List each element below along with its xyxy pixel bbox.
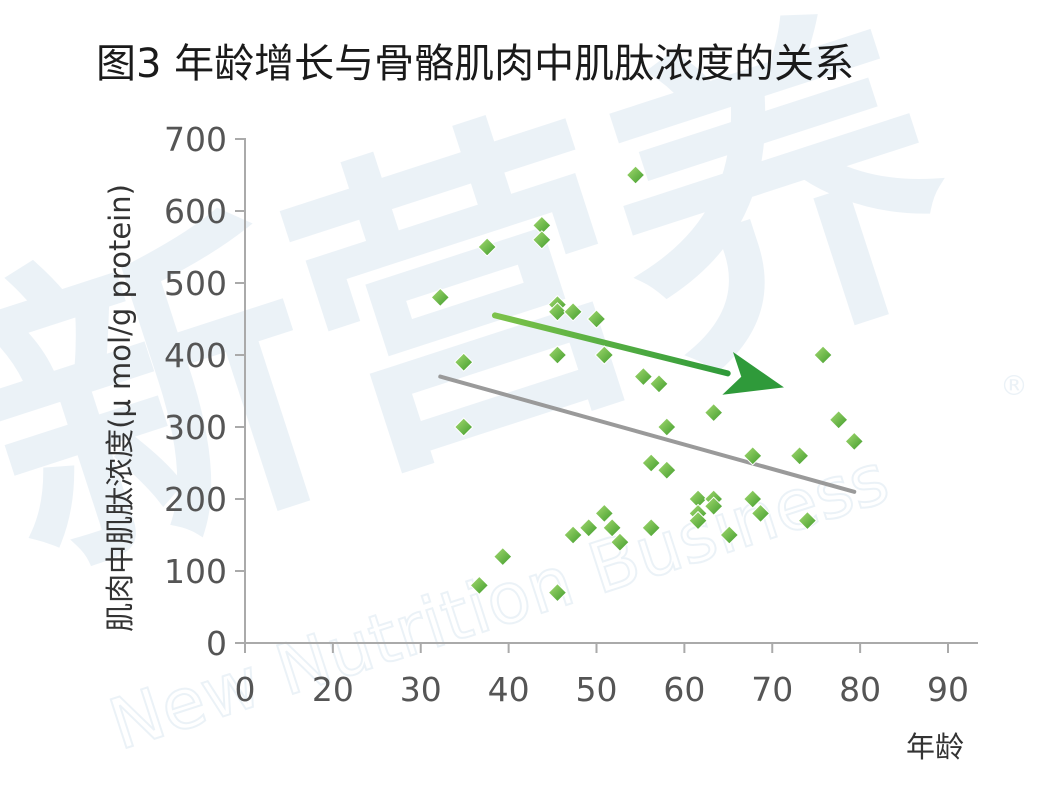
watermark: 新营养 New Nutrition Business ® [0, 0, 1028, 767]
data-point [594, 345, 615, 365]
x-ticks: 0 20 30 40 50 60 70 80 90 [235, 643, 969, 709]
data-points [430, 165, 864, 603]
x-tick-label: 30 [400, 670, 442, 709]
y-tick-label: 700 [164, 120, 227, 159]
trend-arrow [491, 312, 784, 395]
data-point [493, 546, 513, 567]
data-point [743, 489, 763, 509]
data-point [454, 417, 474, 437]
data-point [828, 410, 849, 430]
data-point [750, 503, 771, 524]
y-tick-label: 100 [164, 552, 227, 591]
data-point [625, 165, 646, 185]
data-point [657, 417, 677, 437]
y-tick-label: 300 [164, 408, 227, 447]
data-point [547, 582, 568, 603]
y-axis-label: 肌肉中肌肽浓度(μ mol/g protein) [103, 184, 137, 632]
y-tick-label: 0 [206, 624, 227, 663]
data-point [469, 575, 490, 596]
data-point [703, 402, 724, 423]
data-point [743, 446, 763, 466]
x-tick-label: 70 [751, 670, 793, 709]
trend-line [438, 374, 857, 494]
data-point [688, 510, 708, 531]
data-point [563, 302, 583, 322]
data-point [532, 230, 552, 250]
data-point [844, 431, 864, 452]
y-ticks: 0 100 200 300 400 500 600 700 [164, 120, 245, 663]
data-point [789, 446, 810, 466]
x-tick-label: 90 [927, 670, 969, 709]
x-tick-label: 20 [312, 670, 354, 709]
data-point [813, 345, 833, 365]
data-point [477, 237, 497, 257]
arrow-shaft [491, 312, 731, 377]
data-point [657, 460, 677, 480]
x-tick-label: 80 [839, 670, 881, 709]
y-tick-label: 200 [164, 480, 227, 519]
axes [244, 138, 978, 644]
y-tick-label: 400 [164, 336, 227, 375]
data-point [547, 302, 568, 322]
data-point [602, 518, 622, 538]
data-point [578, 518, 599, 538]
data-point [641, 453, 661, 473]
data-point [641, 518, 661, 538]
chart-title: 图3 年龄增长与骨骼肌肉中肌肽浓度的关系 [96, 41, 854, 87]
data-point [633, 366, 654, 387]
data-point [610, 532, 630, 552]
data-point [719, 525, 739, 545]
x-tick-label: 50 [576, 670, 618, 709]
x-tick-label: 0 [235, 670, 256, 709]
data-point [454, 352, 474, 372]
x-tick-label: 60 [663, 670, 705, 709]
data-point [703, 496, 724, 516]
data-point [797, 510, 818, 531]
arrow-head [722, 352, 784, 395]
data-point [649, 374, 669, 394]
x-axis-label: 年龄 [906, 730, 964, 764]
watermark-mark: ® [1000, 369, 1028, 402]
data-point [430, 287, 450, 308]
data-point [594, 503, 615, 524]
data-point [586, 309, 607, 329]
x-tick-label: 40 [488, 670, 530, 709]
data-point [547, 345, 568, 365]
y-tick-label: 500 [164, 264, 227, 303]
data-point [563, 525, 583, 545]
y-tick-label: 600 [164, 192, 227, 231]
